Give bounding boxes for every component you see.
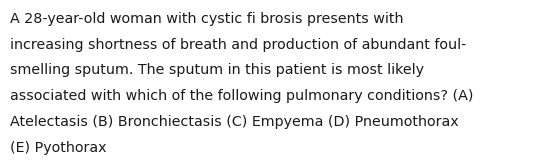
Text: A 28-year-old woman with cystic fi brosis presents with: A 28-year-old woman with cystic fi brosi… [10,12,403,26]
Text: Atelectasis (B) Bronchiectasis (C) Empyema (D) Pneumothorax: Atelectasis (B) Bronchiectasis (C) Empye… [10,115,459,129]
Text: associated with which of the following pulmonary conditions? (A): associated with which of the following p… [10,89,474,103]
Text: smelling sputum. The sputum in this patient is most likely: smelling sputum. The sputum in this pati… [10,63,424,77]
Text: increasing shortness of breath and production of abundant foul-: increasing shortness of breath and produ… [10,38,466,52]
Text: (E) Pyothorax: (E) Pyothorax [10,141,107,155]
